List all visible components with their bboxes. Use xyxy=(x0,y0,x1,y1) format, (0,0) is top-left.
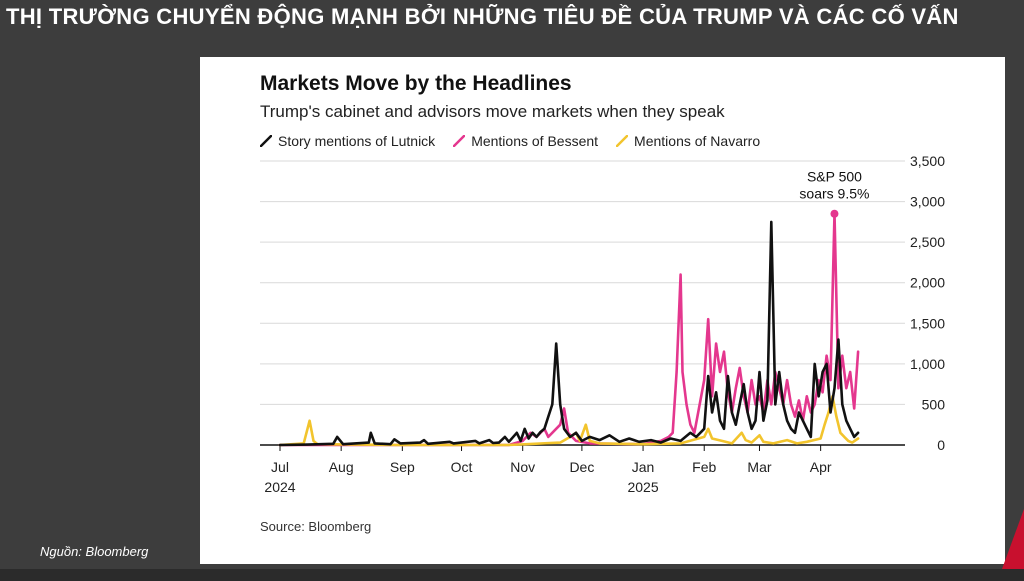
legend-item-bessent: Mentions of Bessent xyxy=(453,133,598,149)
slide-title: THỊ TRƯỜNG CHUYỂN ĐỘNG MẠNH BỞI NHỮNG TI… xyxy=(6,4,959,29)
legend-label-bessent: Mentions of Bessent xyxy=(471,133,599,149)
chart-title: Markets Move by the Headlines xyxy=(260,72,572,95)
x-tick-label: Mar xyxy=(747,459,771,475)
y-tick-label: 3,500 xyxy=(910,153,945,169)
chart-legend: Story mentions of Lutnick Mentions of Be… xyxy=(260,133,760,149)
x-tick-year-label: 2024 xyxy=(264,479,295,495)
legend-label-lutnick: Story mentions of Lutnick xyxy=(278,133,436,149)
annotation-label: S&P 500 xyxy=(807,169,862,185)
x-tick-label: Feb xyxy=(692,459,716,475)
chart-subtitle: Trump's cabinet and advisors move market… xyxy=(260,102,725,121)
x-tick-label: Oct xyxy=(451,459,473,475)
y-tick-label: 1,000 xyxy=(910,356,945,372)
slide-source-note: Nguồn: Bloomberg xyxy=(40,544,149,559)
y-tick-label: 500 xyxy=(922,396,946,412)
line-chart-plot: 0 500 1,000 1,500 2,000 2,500 3,000 3,500 Jul 202… xyxy=(260,153,946,495)
annotation-marker xyxy=(830,209,839,218)
y-tick-label: 0 xyxy=(937,437,945,453)
legend-item-navarro: Mentions of Navarro xyxy=(616,133,760,149)
y-tick-label: 2,000 xyxy=(910,275,945,291)
legend-item-lutnick: Story mentions of Lutnick xyxy=(260,133,435,149)
x-tick-label: Nov xyxy=(510,459,535,475)
x-tick-year-label: 2025 xyxy=(627,479,658,495)
chart-source: Source: Bloomberg xyxy=(260,519,372,534)
series-line-story-mentions-of-lutnick xyxy=(278,220,860,447)
y-tick-label: 2,500 xyxy=(910,234,945,250)
legend-swatch-lutnick xyxy=(260,135,272,147)
legend-swatch-navarro xyxy=(616,135,629,147)
corner-accent-icon xyxy=(1002,509,1024,569)
chart-card: Markets Move by the Headlines Trump's ca… xyxy=(200,57,1005,564)
annotation-label: soars 9.5% xyxy=(799,186,869,202)
y-tick-label: 3,000 xyxy=(910,194,945,210)
bottom-bar xyxy=(0,569,1024,581)
y-tick-label: 1,500 xyxy=(910,315,945,331)
x-tick-label: Jul xyxy=(271,459,289,475)
legend-swatch-bessent xyxy=(453,135,466,147)
x-tick-label: Jan xyxy=(632,459,655,475)
x-tick-label: Sep xyxy=(390,459,415,475)
x-tick-label: Dec xyxy=(569,459,594,475)
x-tick-label: Apr xyxy=(810,459,832,475)
x-tick-label: Aug xyxy=(329,459,354,475)
legend-label-navarro: Mentions of Navarro xyxy=(634,133,761,149)
